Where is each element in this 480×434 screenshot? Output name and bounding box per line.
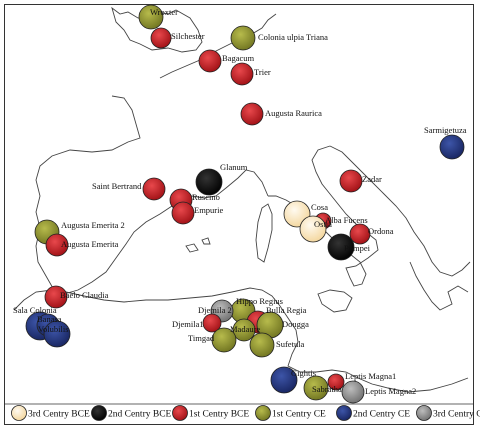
site-label-ostia: Ostia — [314, 219, 332, 229]
site-label-hippo-regius: Hippo Regius — [236, 296, 283, 306]
site-marker-augusta-raurica — [240, 102, 264, 126]
site-marker-sarmigetuza — [439, 134, 465, 160]
site-marker-ostia — [299, 215, 327, 243]
legend-swatch-3rd-centry-ce — [416, 405, 432, 421]
legend-label-1st-centry-ce: 1st Centry CE — [272, 410, 326, 420]
site-marker-leptis-magna2 — [341, 380, 365, 404]
legend-swatch-2nd-centry-ce — [336, 405, 352, 421]
site-marker-djemila1 — [202, 313, 222, 333]
coast-adriatic — [329, 145, 471, 277]
coast-sardinia — [255, 203, 273, 263]
site-label-cosa: Cosa — [311, 202, 328, 212]
legend-label-3rd-centry-ce: 3rd Centry CE — [433, 410, 480, 420]
site-label-augusta-raurica: Augusta Raurica — [265, 108, 322, 118]
site-label-volubilis: Volubilis — [38, 324, 69, 334]
site-label-djemila-2: Djemila 2 — [198, 305, 232, 315]
site-label-ordona: Ordona — [368, 226, 394, 236]
site-label-leptis-magna2: Leptis Magna2 — [365, 386, 416, 396]
site-label-trier: Trier — [254, 67, 271, 77]
site-label-bagacum: Bagacum — [222, 53, 254, 63]
site-marker-trier — [230, 62, 254, 86]
site-label-augusta-emerita-2: Augusta Emerita 2 — [61, 220, 125, 230]
legend-label-2nd-centry-bce: 2nd Centry BCE — [108, 410, 172, 420]
site-label-empurie: Empurie — [194, 205, 223, 215]
site-marker-empurie — [171, 201, 195, 225]
site-label-bulla-regia: Bulla Regia — [266, 305, 307, 315]
site-label-madaure: Madaure — [230, 324, 260, 334]
legend-swatch-2nd-centry-bce — [91, 405, 107, 421]
site-marker-zadar — [339, 169, 363, 193]
site-marker-colonia-ulpia-triana — [230, 25, 256, 51]
site-label-sabratha: Sabratha — [312, 384, 342, 394]
site-label-saint-bertrand: Saint Bertrand — [92, 181, 142, 191]
site-marker-glanum — [195, 168, 223, 196]
site-label-banasa: Banasa — [37, 314, 62, 324]
legend-swatch-1st-centry-ce — [255, 405, 271, 421]
site-label-dougga: Dougga — [282, 319, 309, 329]
site-marker-silchester — [150, 27, 172, 49]
coast-north-africa — [13, 287, 469, 393]
coast-greece — [409, 261, 469, 311]
site-label-ruscino: Ruscino — [192, 192, 220, 202]
site-marker-bagacum — [198, 49, 222, 73]
coast-gaul-north — [159, 13, 277, 79]
site-marker-baelo-claudia — [44, 285, 68, 309]
site-marker-ordona — [349, 223, 371, 245]
site-marker-pompei — [327, 233, 355, 261]
legend-label-2nd-centry-ce: 2nd Centry CE — [353, 410, 410, 420]
site-label-wroxter: Wroxter — [150, 7, 178, 17]
site-label-colonia-ulpia-triana: Colonia ulpia Triana — [258, 32, 328, 42]
site-marker-timgad — [211, 327, 237, 353]
legend-swatch-3rd-centry-bce — [11, 405, 27, 421]
site-marker-augusta-emerita — [45, 233, 69, 257]
site-marker-sufetula — [249, 332, 275, 358]
site-label-glanum: Glanum — [220, 162, 248, 172]
coast-balearics — [185, 237, 211, 253]
legend-label-3rd-centry-bce: 3rd Centry BCE — [28, 410, 90, 420]
site-markers: Wroxter Silchester Colonia ulpia Triana Bag… — [13, 4, 467, 404]
site-marker-leptis-magna1 — [327, 373, 345, 391]
legend-swatch-1st-centry-bce — [172, 405, 188, 421]
site-marker-saint-bertrand — [142, 177, 166, 201]
site-label-gightis: Gightis — [291, 368, 316, 378]
site-label-silchester: Silchester — [171, 31, 205, 41]
site-label-timgad: Timgad — [188, 333, 215, 343]
site-label-sala-colonia: Sala Colonia — [13, 305, 57, 315]
legend: 3rd Centry BCE 2nd Centry BCE 1st Centry B… — [4, 403, 480, 421]
site-marker-volubilis — [43, 320, 71, 348]
site-marker-sabratha — [303, 375, 329, 401]
site-marker-gightis — [270, 366, 298, 394]
site-label-baelo-claudia: Baelo Claudia — [60, 290, 109, 300]
legend-label-1st-centry-bce: 1st Centry BCE — [189, 410, 249, 420]
site-label-augusta-emerita: Augusta Emerita — [61, 239, 119, 249]
site-marker-madaure — [232, 318, 256, 342]
coast-sicily — [317, 289, 353, 313]
site-label-alba-fucens: Alba Fucens — [325, 215, 368, 225]
site-label-djemila1: Djemila1 — [172, 319, 204, 329]
site-label-zadar: Zadar — [362, 174, 382, 184]
site-label-leptis-magna1: Leptis Magna1 — [345, 371, 396, 381]
site-label-sufetula: Sufetula — [276, 339, 305, 349]
site-marker-wroxter — [138, 4, 164, 30]
site-label-sarmigetuza: Sarmigetuza — [424, 125, 467, 135]
site-label-pompei: Pompei — [344, 243, 371, 253]
